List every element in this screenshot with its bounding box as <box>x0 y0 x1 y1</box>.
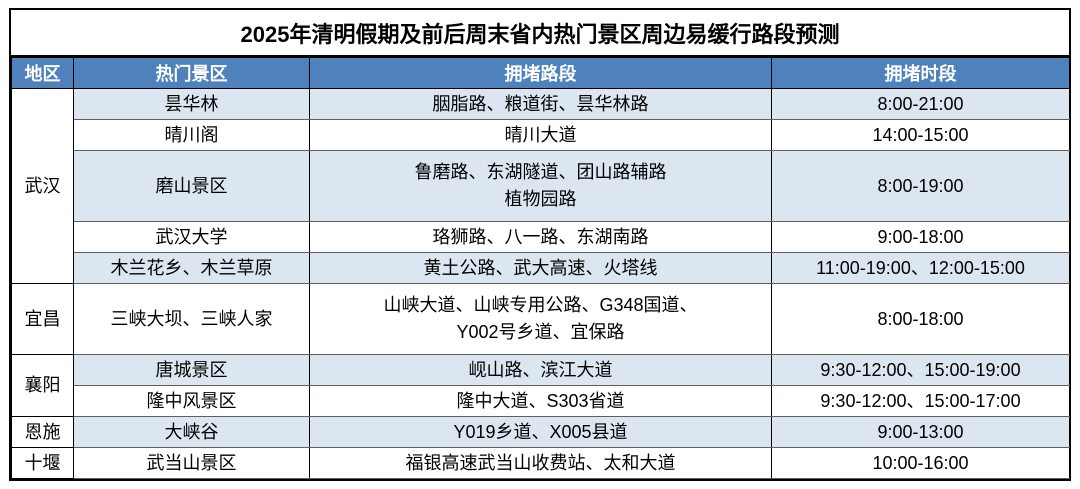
forecast-table-panel: 2025年清明假期及前后周末省内热门景区周边易缓行路段预测 地区 热门景区 拥堵… <box>9 8 1071 481</box>
header-roads: 拥堵路段 <box>309 57 772 89</box>
table-header-row: 地区 热门景区 拥堵路段 拥堵时段 <box>11 57 1070 89</box>
time-cell: 9:00-18:00 <box>771 221 1070 253</box>
spot-cell: 唐城景区 <box>73 354 310 386</box>
roads-cell: 珞狮路、八一路、东湖南路 <box>309 221 772 253</box>
time-cell: 9:30-12:00、15:00-19:00 <box>771 354 1070 386</box>
region-cell: 恩施 <box>11 416 74 448</box>
table-row: 襄阳 唐城景区 岘山路、滨江大道 9:30-12:00、15:00-19:00 <box>11 354 1070 417</box>
table-row: 宜昌 三峡大坝、三峡人家 山峡大道、山峡专用公路、G348国道、 Y002号乡道、宜保… <box>11 283 1070 355</box>
roads-cell: Y019乡道、X005县道 <box>309 416 772 448</box>
table-row: 木兰花乡、木兰草原 黄土公路、武大高速、火塔线 11:00-19:00、12:00-… <box>12 252 1070 284</box>
roads-cell: 晴川大道 <box>309 119 772 151</box>
time-cell: 8:00-18:00 <box>771 283 1070 355</box>
time-cell: 14:00-15:00 <box>771 119 1070 151</box>
time-cell: 11:00-19:00、12:00-15:00 <box>771 252 1070 284</box>
table-row: 武汉大学 珞狮路、八一路、东湖南路 9:00-18:00 <box>12 221 1070 253</box>
roads-cell: 山峡大道、山峡专用公路、G348国道、 Y002号乡道、宜保路 <box>309 283 772 355</box>
time-cell: 9:00-13:00 <box>771 416 1070 448</box>
header-spot: 热门景区 <box>73 57 310 89</box>
header-time: 拥堵时段 <box>771 57 1070 89</box>
header-region: 地区 <box>11 57 74 89</box>
roads-cell: 鲁磨路、东湖隧道、团山路辅路 植物园路 <box>309 150 772 222</box>
table-row: 十堰 武当山景区 福银高速武当山收费站、太和大道 10:00-16:00 <box>11 447 1070 479</box>
spot-cell: 木兰花乡、木兰草原 <box>73 252 310 284</box>
roads-cell: 福银高速武当山收费站、太和大道 <box>309 447 772 479</box>
time-cell: 9:30-12:00、15:00-17:00 <box>771 385 1070 417</box>
page-title: 2025年清明假期及前后周末省内热门景区周边易缓行路段预测 <box>11 10 1069 57</box>
region-cell: 襄阳 <box>11 354 74 417</box>
table-row: 隆中风景区 隆中大道、S303省道 9:30-12:00、15:00-17:00 <box>12 385 1070 417</box>
spot-cell: 武汉大学 <box>73 221 310 253</box>
spot-cell: 磨山景区 <box>73 150 310 222</box>
region-cell: 宜昌 <box>11 283 74 355</box>
region-cell: 武汉 <box>11 88 74 284</box>
roads-cell: 隆中大道、S303省道 <box>309 385 772 417</box>
roads-cell: 岘山路、滨江大道 <box>309 354 772 386</box>
table-row: 恩施 大峡谷 Y019乡道、X005县道 9:00-13:00 <box>11 416 1070 448</box>
roads-cell: 胭脂路、粮道街、昙华林路 <box>309 88 772 120</box>
time-cell: 8:00-19:00 <box>771 150 1070 222</box>
spot-cell: 三峡大坝、三峡人家 <box>73 283 310 355</box>
spot-cell: 大峡谷 <box>73 416 310 448</box>
spot-cell: 昙华林 <box>73 88 310 120</box>
time-cell: 10:00-16:00 <box>771 447 1070 479</box>
time-cell: 8:00-21:00 <box>771 88 1070 120</box>
spot-cell: 武当山景区 <box>73 447 310 479</box>
table-row: 磨山景区 鲁磨路、东湖隧道、团山路辅路 植物园路 8:00-19:00 <box>12 150 1070 222</box>
table-row: 晴川阁 晴川大道 14:00-15:00 <box>12 119 1070 151</box>
congestion-forecast-table: 地区 热门景区 拥堵路段 拥堵时段 武汉 昙华林 胭脂路、粮道街、昙华林路 8:00-… <box>11 57 1070 479</box>
table-row: 武汉 昙华林 胭脂路、粮道街、昙华林路 8:00-21:00 <box>11 88 1070 284</box>
roads-cell: 黄土公路、武大高速、火塔线 <box>309 252 772 284</box>
spot-cell: 隆中风景区 <box>73 385 310 417</box>
table-body: 武汉 昙华林 胭脂路、粮道街、昙华林路 8:00-21:00 晴川阁 晴川大道 14:00-… <box>11 88 1070 479</box>
spot-cell: 晴川阁 <box>73 119 310 151</box>
region-cell: 十堰 <box>11 447 74 479</box>
